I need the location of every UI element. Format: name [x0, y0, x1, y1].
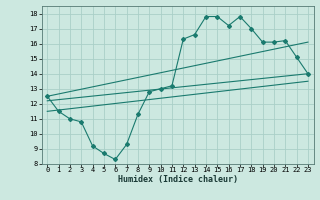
X-axis label: Humidex (Indice chaleur): Humidex (Indice chaleur) — [118, 175, 237, 184]
